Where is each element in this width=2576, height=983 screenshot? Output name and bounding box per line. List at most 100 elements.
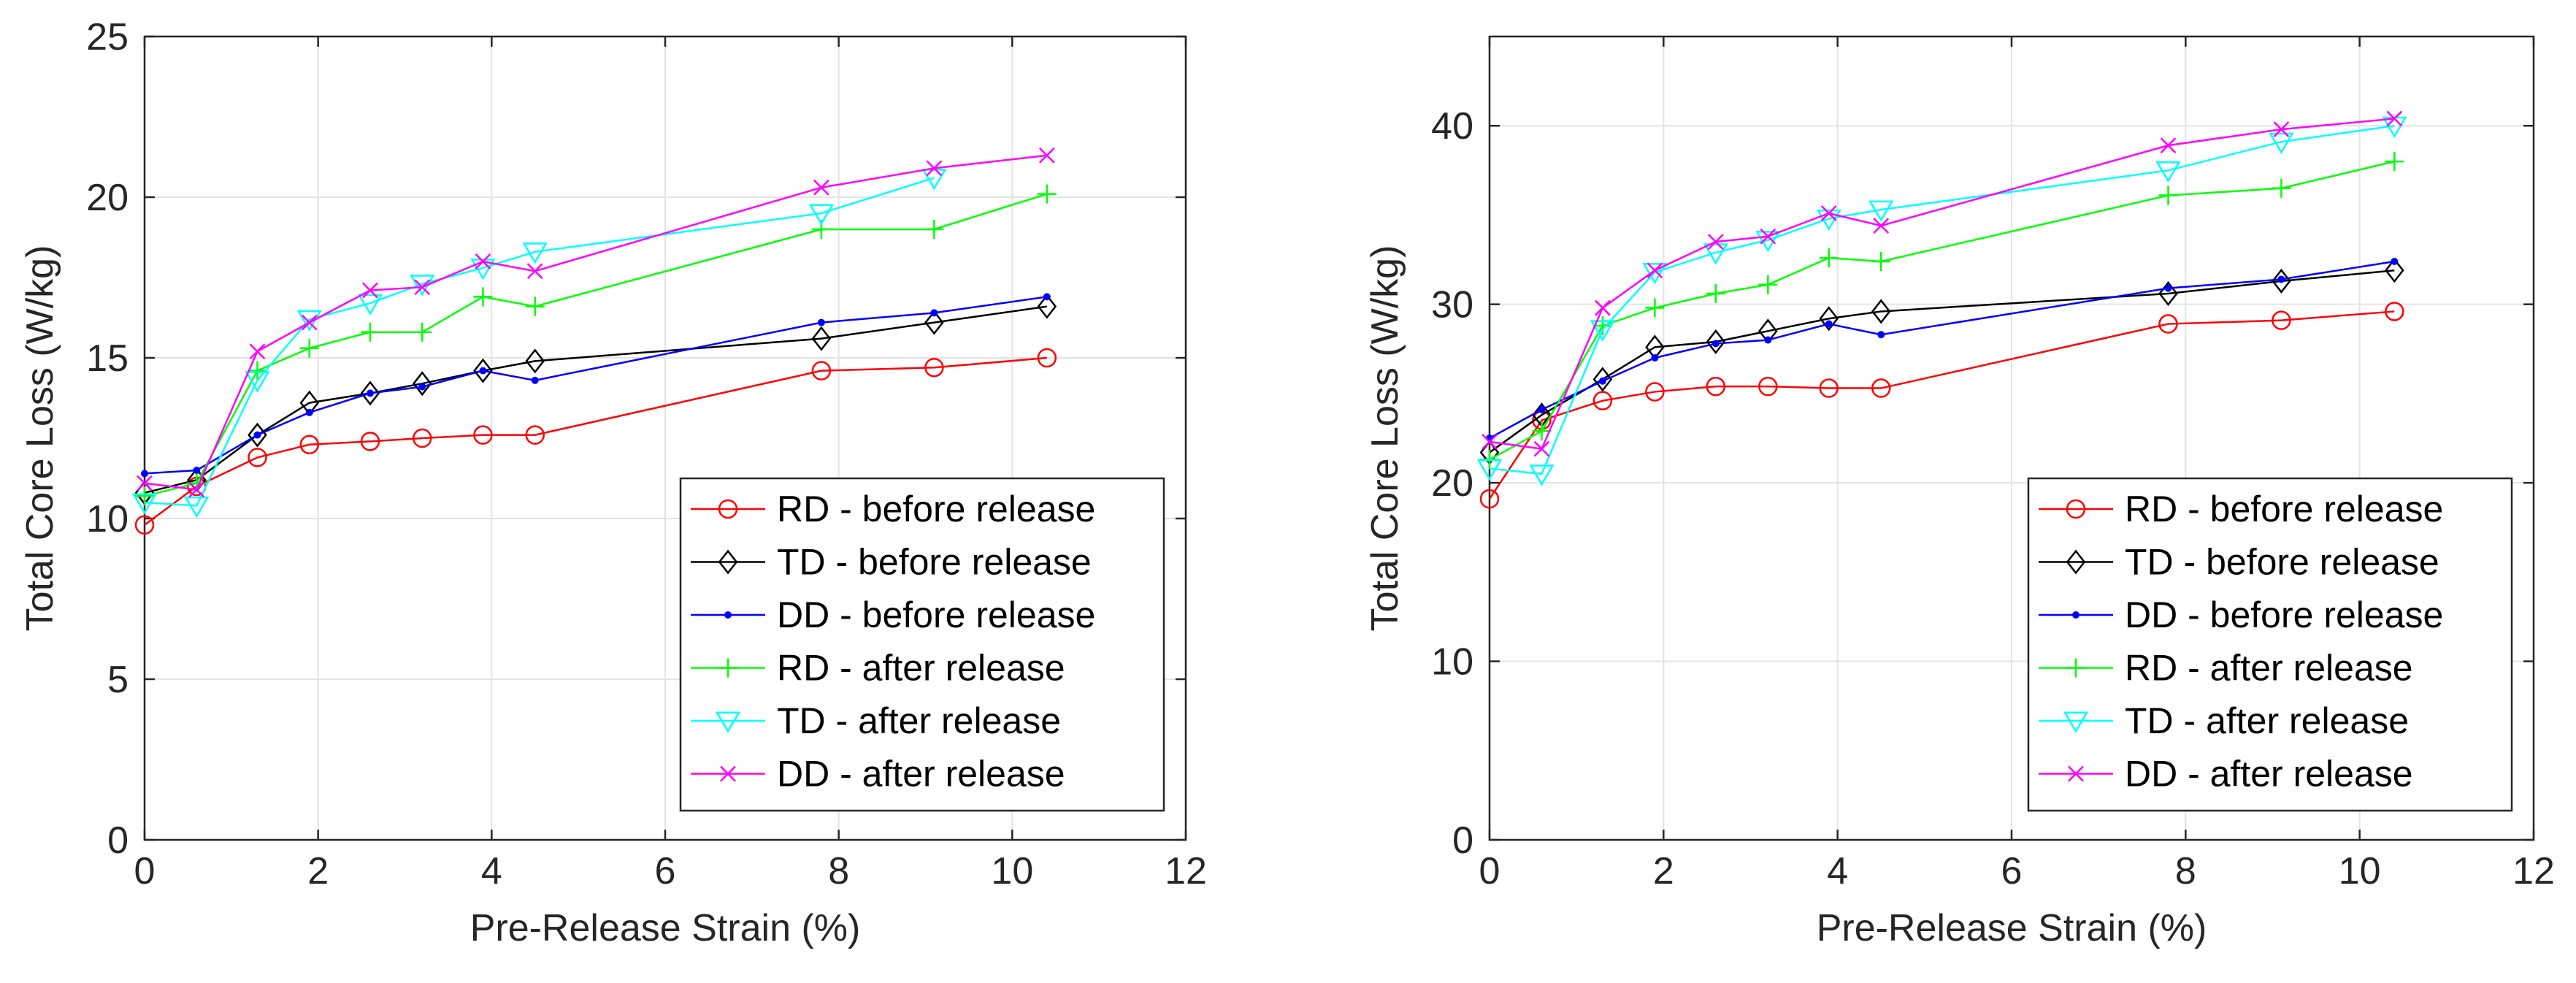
data-point <box>811 326 832 351</box>
y-tick-label: 20 <box>1431 462 1473 505</box>
data-point <box>414 279 431 296</box>
x-tick-label: 10 <box>2339 850 2381 892</box>
data-point <box>141 470 148 478</box>
legend-marker <box>2068 765 2084 782</box>
data-point <box>360 380 380 406</box>
data-point <box>418 383 426 391</box>
series-line <box>144 296 1048 475</box>
y-tick-label: 25 <box>86 16 129 58</box>
legend-entry: RD - before release <box>777 489 1095 529</box>
x-tick-label: 12 <box>2512 850 2555 892</box>
data-point <box>1764 336 1772 344</box>
data-point <box>360 322 380 342</box>
legend-entry: DD - before release <box>2125 594 2443 635</box>
data-point <box>1595 299 1611 316</box>
data-point <box>362 282 378 299</box>
data-point <box>2385 152 2404 172</box>
data-point <box>924 310 944 335</box>
legend: RD - before release TD - before release DD… <box>679 477 1165 812</box>
series-line <box>144 193 1048 497</box>
data-point <box>299 338 319 358</box>
series-dd-after-release <box>1481 110 2403 457</box>
data-point <box>134 515 155 535</box>
data-point <box>1758 275 1778 294</box>
data-point <box>135 486 154 506</box>
data-point <box>924 357 944 378</box>
legend-marker <box>2066 549 2086 575</box>
data-point <box>808 204 835 226</box>
data-point <box>811 361 832 380</box>
data-point <box>1043 293 1051 301</box>
data-point <box>131 493 158 515</box>
data-point <box>1538 405 1546 413</box>
y-tick-label: 0 <box>107 819 129 862</box>
legend: RD - before release TD - before release DD… <box>2027 477 2513 812</box>
y-tick-label: 20 <box>86 177 129 219</box>
data-point <box>1037 294 1057 319</box>
data-point <box>1868 200 1894 222</box>
y-tick-label: 5 <box>107 659 129 701</box>
legend-entry: RD - before release <box>2125 489 2443 529</box>
data-point <box>1825 320 1833 328</box>
data-point <box>526 263 543 280</box>
legend-entry: DD - after release <box>2125 754 2413 795</box>
series-line <box>1489 124 2395 475</box>
x-tick-label: 6 <box>2001 850 2023 892</box>
data-point <box>924 220 944 239</box>
x-tick-label: 10 <box>991 850 1033 892</box>
data-point <box>249 343 266 360</box>
data-point <box>301 314 318 331</box>
data-point <box>525 425 545 445</box>
data-point <box>1529 464 1555 486</box>
series-line <box>1489 260 2395 440</box>
data-point <box>1476 459 1503 481</box>
series-line <box>144 305 1048 494</box>
y-tick-label: 40 <box>1431 105 1473 148</box>
data-point <box>2277 275 2285 283</box>
data-point <box>1871 252 1891 271</box>
data-point <box>1651 354 1659 362</box>
data-point <box>479 367 487 375</box>
x-axis-label: Pre-Release Strain (%) <box>1817 907 2207 949</box>
data-point <box>1877 331 1885 339</box>
series-td-before-release <box>1479 258 2404 465</box>
series-line <box>144 177 935 507</box>
y-tick-label: 30 <box>1431 284 1473 326</box>
data-point <box>1481 434 1498 450</box>
data-point <box>1532 421 1552 441</box>
x-tick-label: 6 <box>655 850 676 892</box>
data-point <box>1871 299 1891 324</box>
y-tick-label: 0 <box>1452 819 1473 862</box>
data-point <box>1038 147 1055 164</box>
series-dd-before-release <box>141 293 1051 478</box>
series-dd-before-release <box>1486 258 2399 442</box>
series-line <box>1489 160 2395 461</box>
series-line <box>1488 310 2395 500</box>
series-line <box>1489 269 2395 454</box>
data-point <box>1758 376 1778 397</box>
data-point <box>366 389 374 397</box>
data-point <box>248 422 267 448</box>
x-tick-label: 8 <box>2175 850 2196 892</box>
data-point <box>525 297 545 316</box>
legend-entry: TD - before release <box>777 542 1092 583</box>
data-point <box>2158 314 2178 334</box>
data-point <box>1820 205 1837 221</box>
series-line <box>144 356 1047 526</box>
x-tick-label: 8 <box>828 850 849 892</box>
data-point <box>1645 298 1665 318</box>
legend-marker <box>2063 711 2089 733</box>
legend-marker <box>724 611 732 619</box>
data-point <box>2155 161 2181 183</box>
data-point <box>1592 316 1612 335</box>
legend-marker <box>2066 658 2085 678</box>
data-point <box>184 496 210 519</box>
data-point <box>2386 110 2403 127</box>
x-axis-label: Pre-Release Strain (%) <box>470 907 861 949</box>
series-rd-after-release <box>135 184 1057 506</box>
data-point <box>1760 228 1776 245</box>
x-tick-label: 2 <box>1653 850 1674 892</box>
y-tick-label: 10 <box>1431 641 1473 684</box>
data-point <box>412 371 432 397</box>
legend-entry: TD - after release <box>777 700 1061 741</box>
